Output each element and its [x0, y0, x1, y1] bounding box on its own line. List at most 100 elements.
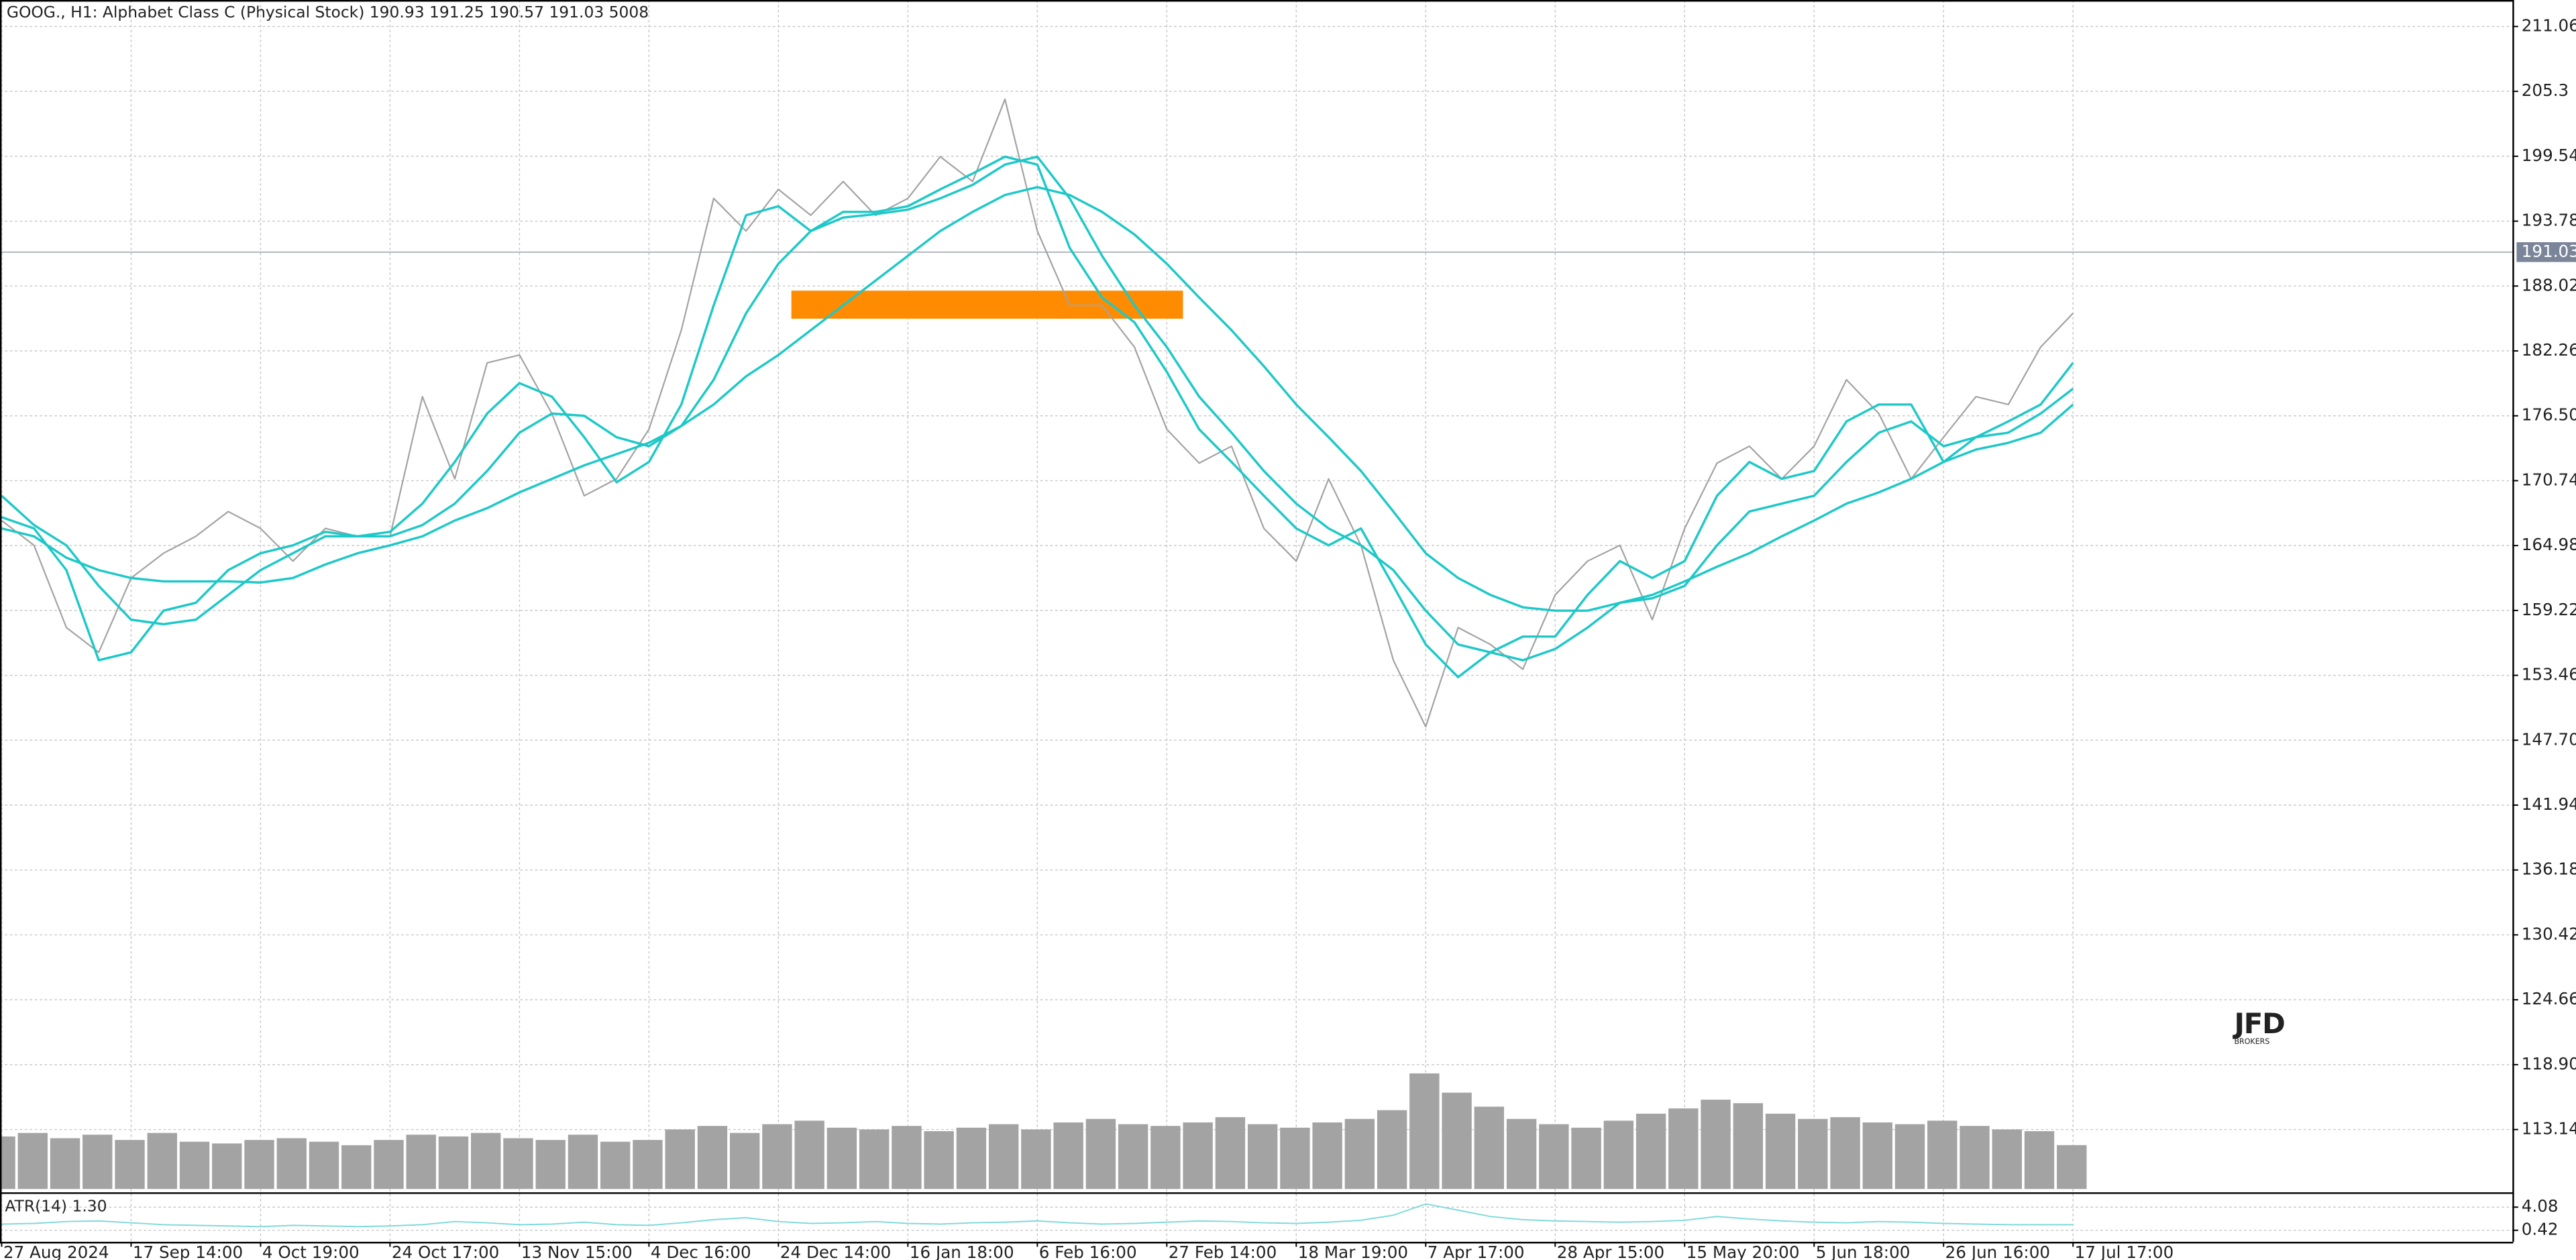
- x-tick-label: 18 Mar 19:00: [1298, 1243, 1408, 1260]
- watermark-sub: BROKERS: [2234, 1037, 2269, 1046]
- volume-bar: [374, 1140, 404, 1190]
- y-tick-label: 164.98: [2522, 535, 2576, 554]
- volume-bar: [1668, 1108, 1699, 1190]
- volume-bar: [665, 1129, 695, 1190]
- volume-bar: [1927, 1120, 1957, 1190]
- volume-bar: [50, 1138, 80, 1190]
- volume-bar: [471, 1133, 501, 1190]
- volume-bar: [697, 1126, 728, 1190]
- moving-average: [1, 155, 2074, 678]
- volume-bar: [1474, 1106, 1505, 1190]
- x-tick-label: 17 Jul 17:00: [2075, 1243, 2174, 1260]
- x-tick-label: 4 Oct 19:00: [262, 1243, 360, 1260]
- volume-bar: [1183, 1122, 1213, 1190]
- volume-bar: [17, 1133, 48, 1190]
- volume-bar: [309, 1141, 339, 1190]
- volume-bar: [276, 1138, 307, 1190]
- y-tick-label: 153.46: [2522, 665, 2576, 684]
- y-tick-label: 118.90: [2522, 1054, 2576, 1073]
- volume-bar: [1894, 1124, 1925, 1190]
- volume-bar: [956, 1127, 987, 1190]
- volume-bar: [1765, 1113, 1796, 1190]
- volume-bar: [115, 1140, 145, 1190]
- y-tick-label: 136.18: [2522, 859, 2576, 879]
- volume-bar: [1830, 1117, 1860, 1190]
- volume-bar: [212, 1143, 242, 1190]
- y-tick-label: 113.14: [2522, 1119, 2576, 1139]
- volume-bar: [535, 1140, 566, 1190]
- volume-bar: [600, 1141, 631, 1190]
- volume-bar: [859, 1129, 890, 1190]
- last-price-box: [2516, 242, 2576, 262]
- chart-title: GOOG., H1: Alphabet Class C (Physical St…: [7, 3, 649, 21]
- volume-bar: [244, 1140, 274, 1190]
- volume-bar: [147, 1133, 177, 1190]
- y-tick-label: 147.70: [2522, 729, 2576, 749]
- volume-bar: [1506, 1118, 1537, 1190]
- volume-bar: [1118, 1124, 1148, 1190]
- volume-bar: [762, 1124, 792, 1190]
- y-tick-label: 182.26: [2522, 340, 2576, 360]
- x-tick-label: 4 Dec 16:00: [651, 1243, 751, 1260]
- volume-bar: [1344, 1118, 1375, 1190]
- plot: 191.03: [0, 98, 2576, 1228]
- x-tick-label: 15 May 20:00: [1686, 1243, 1800, 1260]
- y-tick-label: 199.54: [2522, 146, 2576, 165]
- y-tick-label: 188.02: [2522, 275, 2576, 295]
- x-tick-label: 5 Jun 18:00: [1816, 1243, 1911, 1260]
- y-tick-label: 170.74: [2522, 470, 2576, 489]
- y-tick-label: 211.06: [2522, 15, 2576, 35]
- y-tick-label: 141.94: [2522, 794, 2576, 814]
- x-tick-label: 17 Sep 14:00: [133, 1243, 243, 1260]
- volume-bar: [1312, 1122, 1342, 1190]
- y-tick-label: 193.78: [2522, 211, 2576, 230]
- x-tick-label: 26 Jun 16:00: [1945, 1243, 2050, 1260]
- volume-bar: [179, 1141, 210, 1190]
- volume-bar: [1635, 1113, 1666, 1190]
- x-tick-label: 7 Apr 17:00: [1428, 1243, 1525, 1260]
- y-tick-label: 0.42: [2522, 1220, 2559, 1239]
- x-tick-label: 16 Jan 18:00: [910, 1243, 1014, 1260]
- atr-label: ATR(14) 1.30: [5, 1197, 107, 1216]
- y-tick-label: 4.08: [2522, 1196, 2559, 1216]
- y-tick-label: 205.3: [2522, 81, 2569, 100]
- volume-bar: [1377, 1110, 1407, 1190]
- volume-bar: [826, 1127, 857, 1190]
- volume-bar: [1150, 1126, 1181, 1190]
- volume-bar: [1862, 1122, 1893, 1190]
- volume-bar: [794, 1120, 824, 1190]
- volume-bar: [1571, 1127, 1601, 1190]
- y-tick-label: 124.66: [2522, 989, 2576, 1008]
- x-tick-label: 24 Dec 14:00: [780, 1243, 892, 1260]
- volume-bar: [406, 1135, 436, 1190]
- y-tick-label: 176.50: [2522, 405, 2576, 425]
- volume-bar: [83, 1135, 113, 1190]
- volume-bar: [1053, 1122, 1083, 1190]
- volume-bar: [1409, 1073, 1440, 1190]
- volume-bar: [1992, 1129, 2022, 1190]
- x-tick-label: 24 Oct 17:00: [392, 1243, 499, 1260]
- atr-line: [1, 1203, 2074, 1228]
- volume-bar: [2024, 1131, 2055, 1190]
- x-tick-label: 6 Feb 16:00: [1039, 1243, 1137, 1260]
- volume-bar: [892, 1126, 922, 1190]
- volume-bar: [2057, 1145, 2087, 1190]
- volume-bar: [1539, 1124, 1569, 1190]
- x-tick-label: 27 Aug 2024: [3, 1243, 109, 1260]
- volume-bar: [1960, 1126, 1990, 1190]
- volume-bar: [1247, 1124, 1278, 1190]
- volume-bar: [633, 1140, 663, 1190]
- volume-bar: [341, 1145, 372, 1190]
- x-tick-label: 27 Feb 14:00: [1169, 1243, 1277, 1260]
- volume-bar: [1085, 1118, 1116, 1190]
- moving-average: [1, 186, 2074, 612]
- volume-bar: [1798, 1118, 1828, 1190]
- volume-bar: [1280, 1127, 1310, 1190]
- volume-bar: [0, 1136, 15, 1190]
- x-tick-label: 28 Apr 15:00: [1557, 1243, 1664, 1260]
- x-tick-label: 13 Nov 15:00: [521, 1243, 633, 1260]
- volume-bar: [1733, 1103, 1764, 1190]
